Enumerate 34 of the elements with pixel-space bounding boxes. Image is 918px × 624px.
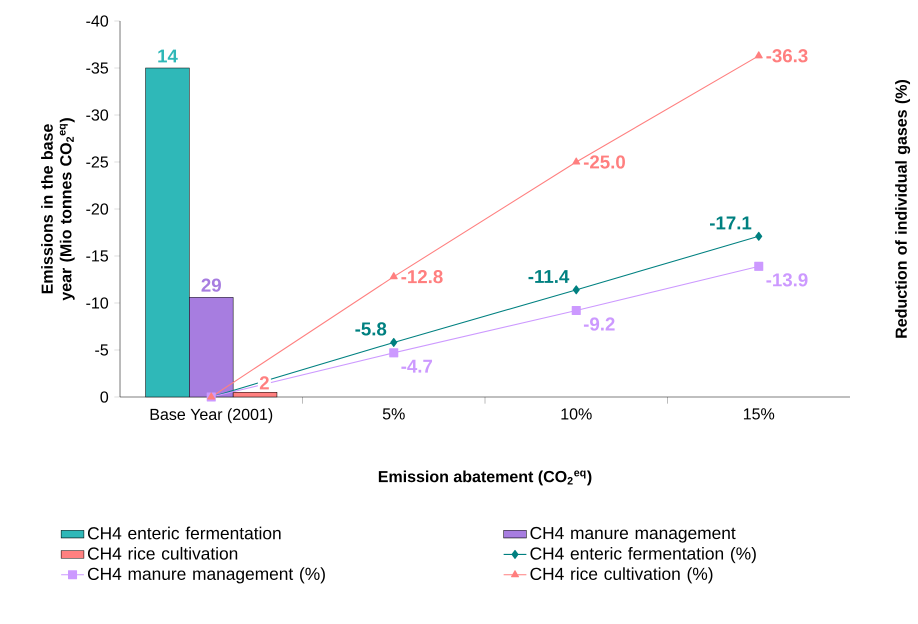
annotation: 29 <box>202 278 221 292</box>
x-tick-label: 15% <box>744 408 774 420</box>
data-label: -36.3 <box>766 49 808 62</box>
annotation: 14 <box>158 50 178 62</box>
y-tick-label: -20 <box>86 203 108 215</box>
y-tick-label: -35 <box>86 62 108 74</box>
data-label: -12.8 <box>401 270 443 284</box>
y-tick-label: -25 <box>86 156 108 168</box>
data-label: -5.8 <box>355 322 386 336</box>
y-tick-label: -40 <box>86 15 108 27</box>
legend-label: CH4 enteric fermentation <box>88 526 281 540</box>
y-axis-title: Emissions in the base year (Mio tonnes CO$_{2}$$^{eq}$) <box>41 118 75 301</box>
data-label: -13.9 <box>766 273 808 287</box>
data-label: -25.0 <box>584 155 625 169</box>
y-tick-label: -5 <box>95 344 108 356</box>
y-tick-label: -30 <box>86 109 108 121</box>
y-tick-label: 0 <box>100 391 108 403</box>
data-label: -11.4 <box>528 270 570 283</box>
legend-label: CH4 enteric fermentation (%) <box>530 546 756 564</box>
y-tick-label: -15 <box>86 250 108 262</box>
x-tick-label: Base Year (2001) <box>150 408 272 424</box>
y-tick-label: -10 <box>86 297 108 309</box>
x-tick-label: 5% <box>382 408 405 420</box>
data-label: -4.7 <box>401 360 432 373</box>
x-tick-label: 10% <box>561 408 592 420</box>
data-label: -17.1 <box>710 216 752 230</box>
legend-label: CH4 rice cultivation (%) <box>530 567 712 584</box>
annotation: 2 <box>260 376 269 390</box>
legend-label: CH4 rice cultivation <box>88 546 238 560</box>
legend-label: CH4 manure management (%) <box>88 567 325 584</box>
legend-label: CH4 manure management <box>530 526 736 543</box>
data-label: -9.2 <box>584 317 615 331</box>
y2-axis-title: Reduction of individual gases (%) <box>895 80 910 338</box>
x-axis-title: Emission abatement (CO$_{2}$$^{eq}$) <box>378 470 592 486</box>
